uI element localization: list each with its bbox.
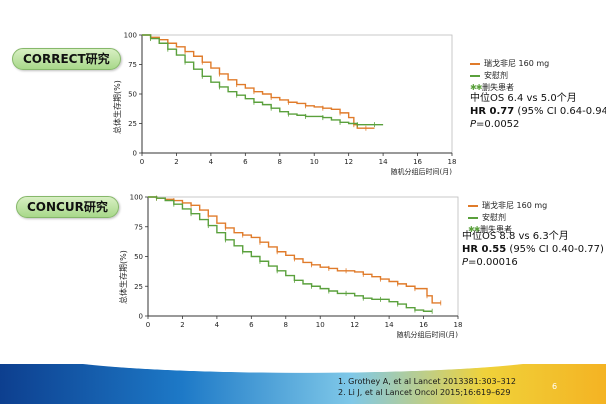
study-badge-correct: CORRECT研究 [12,48,121,70]
x-tick-label: 2 [174,158,178,166]
x-axis-label: 随机分组后时间(月) [397,330,459,339]
footer-band [0,354,606,404]
x-tick-label: 2 [180,321,184,329]
plot-frame [147,196,459,317]
series-line-placebo [142,34,384,126]
x-tick-label: 12 [344,158,353,166]
legend-swatch-placebo [470,74,480,77]
page-number: 6 [552,382,558,391]
x-tick-label: 10 [310,158,319,166]
legend-label-regorafenib: 瑞戈非尼 160 mg [482,201,548,210]
series-line-regorafenib [142,34,375,129]
reference-1: 1. Grothey A, et al Lancet 2013381:303–3… [338,377,516,386]
x-tick-label: 4 [209,158,214,166]
p-value-concur: P=0.00016 [462,257,518,268]
y-tick-label: 100 [124,32,137,40]
x-tick-label: 6 [249,321,254,329]
x-tick-label: 14 [385,321,394,329]
y-tick-label: 50 [128,91,137,99]
censored-marker-icon: ✱✱ [470,83,482,92]
legend-label-censored: 删失患者 [482,83,514,92]
p-value-correct: P=0.0052 [470,119,520,130]
legend-label-censored: 删失患者 [480,225,512,234]
median-os-concur: 中位OS 8.8 vs 6.3个月 [462,231,569,242]
stats-correct: 中位OS 6.4 vs 5.0个月 HR 0.77 (95% CI 0.64-0… [470,92,606,131]
x-tick-label: 0 [146,321,150,329]
x-tick-label: 6 [243,158,248,166]
series-line-regorafenib [148,196,441,304]
x-tick-label: 8 [278,158,282,166]
x-tick-label: 10 [316,321,325,329]
median-os-correct: 中位OS 6.4 vs 5.0个月 [470,93,577,104]
reference-2: 2. Li J, et al Lancet Oncol 2015;16:619–… [338,388,511,397]
legend-concur: 瑞戈非尼 160 mg 安慰剂 ✱✱删失患者 [468,200,547,236]
plot-frame [141,34,453,154]
x-tick-label: 8 [284,321,288,329]
legend-label-placebo: 安慰剂 [484,71,508,80]
y-tick-label: 25 [134,283,143,291]
study-badge-concur: CONCUR研究 [16,196,119,218]
y-tick-label: 75 [134,223,143,231]
y-tick-label: 0 [133,150,137,158]
y-tick-label: 0 [139,313,143,321]
x-tick-label: 16 [419,321,428,329]
x-axis-label: 随机分组后时间(月) [391,167,453,176]
stats-concur: 中位OS 8.8 vs 6.3个月 HR 0.55 (95% CI 0.40-0… [462,230,604,269]
x-tick-label: 18 [454,321,463,329]
legend-label-placebo: 安慰剂 [482,213,506,222]
legend-swatch-regorafenib [468,204,478,207]
x-tick-label: 0 [140,158,144,166]
x-tick-label: 4 [215,321,220,329]
legend-swatch-regorafenib [470,62,480,65]
y-tick-label: 100 [130,194,143,202]
y-tick-label: 25 [128,120,137,128]
legend-correct: 瑞戈非尼 160 mg 安慰剂 ✱✱删失患者 [470,58,549,94]
y-tick-label: 75 [128,61,137,69]
x-tick-label: 12 [350,321,359,329]
x-tick-label: 16 [413,158,422,166]
hazard-ratio-correct: HR 0.77 (95% CI 0.64-0.94) [470,106,606,117]
series-line-placebo [148,196,433,312]
censored-marker-icon: ✱✱ [468,225,480,234]
legend-swatch-placebo [468,216,478,219]
x-tick-label: 14 [379,158,388,166]
hazard-ratio-concur: HR 0.55 (95% CI 0.40-0.77) [462,244,604,255]
legend-label-regorafenib: 瑞戈非尼 160 mg [484,59,550,68]
x-tick-label: 18 [448,158,457,166]
y-tick-label: 50 [134,253,143,261]
references: 1. Grothey A, et al Lancet 2013381:303–3… [338,376,516,398]
